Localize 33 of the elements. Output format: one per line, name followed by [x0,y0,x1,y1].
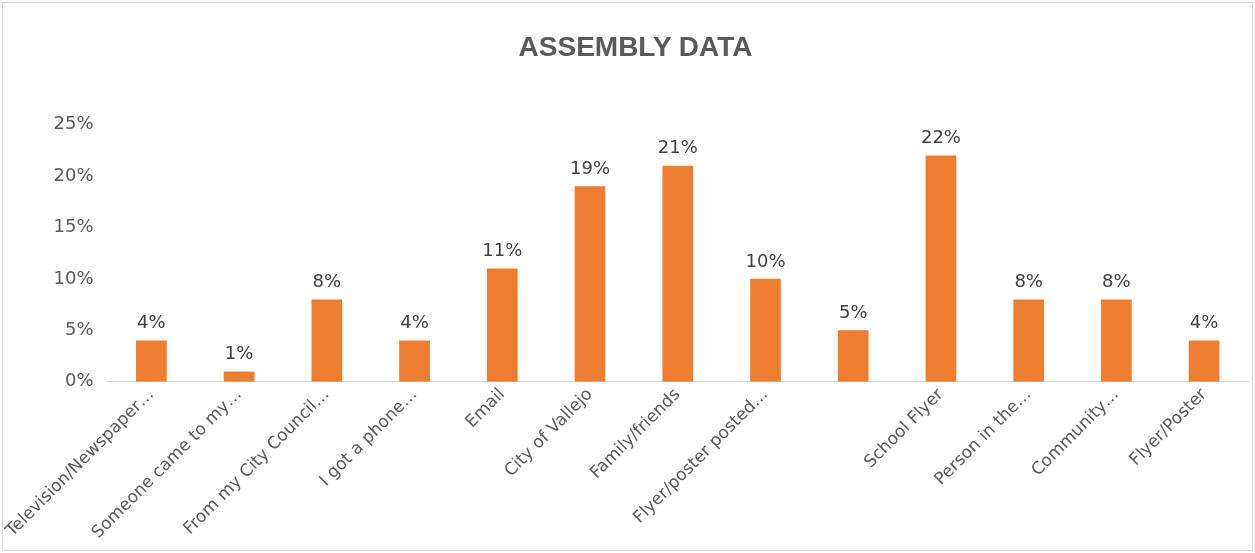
bar [486,268,518,382]
data-label: 19% [570,156,611,178]
y-tick-label: 15% [53,215,94,237]
bar [311,299,343,382]
data-label: 4% [1189,311,1219,333]
bar [925,155,957,382]
y-tick-label: 20% [53,163,94,185]
bar [662,165,694,382]
bar [574,186,606,382]
bar [136,340,167,382]
y-tick-label: 10% [53,266,94,288]
y-tick-label: 5% [64,317,94,339]
bar [1101,299,1132,382]
data-label: 21% [657,136,698,158]
bar [750,278,781,382]
chart-title: ASSEMBLY DATA [518,30,753,62]
data-label: 4% [400,311,429,333]
y-tick-label: 0% [64,369,94,391]
bar [1188,340,1220,382]
bar [837,330,869,382]
bar [399,340,430,382]
bar [1013,299,1045,382]
data-label: 11% [482,239,523,261]
data-label: 8% [1014,270,1043,292]
data-label: 4% [137,311,166,333]
data-label: 8% [312,270,342,292]
bar [223,371,255,382]
data-label: 8% [1102,270,1131,292]
data-label: 22% [920,126,961,148]
data-label: 10% [745,249,786,271]
y-tick-label: 25% [53,112,94,134]
data-label: 5% [838,300,868,322]
data-label: 1% [224,342,254,364]
